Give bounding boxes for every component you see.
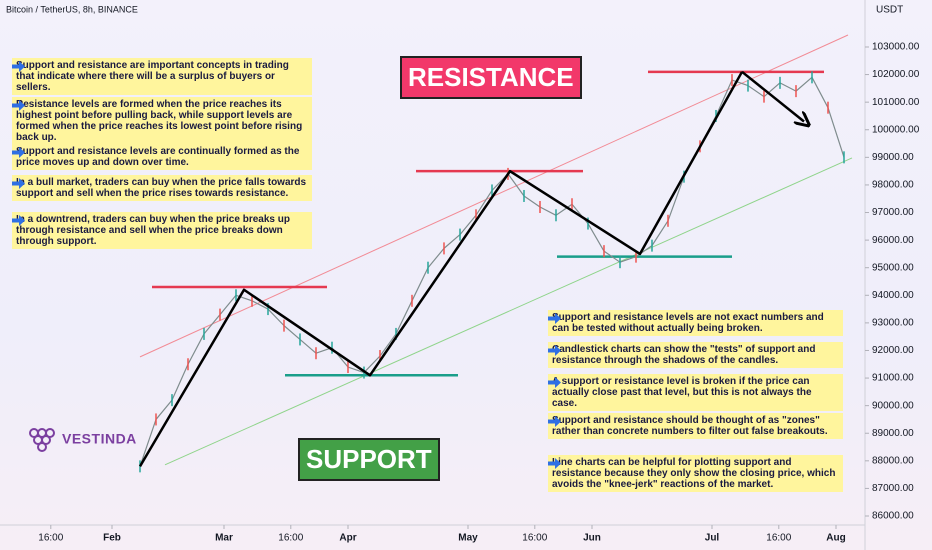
channel-lower — [164, 157, 853, 466]
y-tick-label: 91000.00 — [872, 373, 914, 384]
note-text: Support and resistance levels are not ex… — [548, 310, 843, 336]
y-tick-label: 87000.00 — [872, 483, 914, 494]
note: Resistance levels are formed when the pr… — [12, 97, 312, 145]
chart-title: Bitcoin / TetherUS, 8h, BINANCE — [6, 4, 138, 14]
x-tick-label: 16:00 — [766, 533, 791, 544]
note-text: Support and resistance are important con… — [12, 58, 312, 95]
x-tick-label: Feb — [103, 533, 121, 544]
y-tick-label: 95000.00 — [872, 262, 914, 273]
note-text: Support and resistance levels are contin… — [12, 144, 312, 170]
x-tick-label: 16:00 — [522, 533, 547, 544]
note-text: Line charts can be helpful for plotting … — [548, 455, 843, 492]
x-tick-label: Mar — [215, 533, 233, 544]
arrow-icon — [12, 215, 25, 226]
note-text: Resistance levels are formed when the pr… — [12, 97, 312, 145]
note: Line charts can be helpful for plotting … — [548, 455, 843, 492]
x-tick-label: 16:00 — [278, 533, 303, 544]
note-text: In a downtrend, traders can buy when the… — [12, 212, 312, 249]
y-tick-label: 99000.00 — [872, 152, 914, 163]
y-tick-label: 93000.00 — [872, 318, 914, 329]
note: In a bull market, traders can buy when t… — [12, 175, 312, 201]
y-tick-label: 90000.00 — [872, 400, 914, 411]
x-tick-label: Jun — [583, 533, 601, 544]
arrow-icon — [548, 458, 561, 469]
logo — [29, 428, 55, 452]
y-tick-label: 92000.00 — [872, 345, 914, 356]
x-tick-label: Apr — [339, 533, 356, 544]
y-tick-label: 98000.00 — [872, 180, 914, 191]
note: Support and resistance should be thought… — [548, 413, 843, 439]
y-tick-label: 88000.00 — [872, 455, 914, 466]
arrow-icon — [548, 377, 561, 388]
brand: VESTINDA — [62, 431, 137, 447]
x-tick-label: Aug — [826, 533, 845, 544]
y-tick-label: 96000.00 — [872, 235, 914, 246]
note: Candlestick charts can show the "tests" … — [548, 342, 843, 368]
arrow — [741, 70, 804, 122]
y-tick-label: 86000.00 — [872, 511, 914, 522]
x-tick-label: 16:00 — [38, 533, 63, 544]
x-tick-label: May — [458, 533, 478, 544]
arrow-icon — [548, 416, 561, 427]
y-tick-label: 103000.00 — [872, 42, 920, 53]
note-text: Support and resistance should be thought… — [548, 413, 843, 439]
zigzag-line — [138, 71, 744, 467]
y-tick-label: 102000.00 — [872, 69, 920, 80]
arrow-icon — [12, 178, 25, 189]
note-text: A support or resistance level is broken … — [548, 374, 843, 411]
note: Support and resistance are important con… — [12, 58, 312, 95]
note-text: In a bull market, traders can buy when t… — [12, 175, 312, 201]
note-text: Candlestick charts can show the "tests" … — [548, 342, 843, 368]
y-tick-label: 94000.00 — [872, 290, 914, 301]
arrow-icon — [12, 147, 25, 158]
x-tick-label: Jul — [705, 533, 720, 544]
y-tick-label: 89000.00 — [872, 428, 914, 439]
y-axis-label: USDT — [876, 5, 903, 16]
y-tick-label: 101000.00 — [872, 97, 920, 108]
note: In a downtrend, traders can buy when the… — [12, 212, 312, 249]
y-tick-label: 100000.00 — [872, 124, 920, 135]
y-tick-label: 97000.00 — [872, 207, 914, 218]
arrow-icon — [548, 313, 561, 324]
arrow-icon — [548, 345, 561, 356]
resistance-label: RESISTANCE — [400, 56, 582, 99]
note: A support or resistance level is broken … — [548, 374, 843, 411]
support-label: SUPPORT — [298, 438, 440, 481]
note: Support and resistance levels are contin… — [12, 144, 312, 170]
note: Support and resistance levels are not ex… — [548, 310, 843, 336]
arrow-icon — [12, 61, 25, 72]
arrow-icon — [12, 100, 25, 111]
